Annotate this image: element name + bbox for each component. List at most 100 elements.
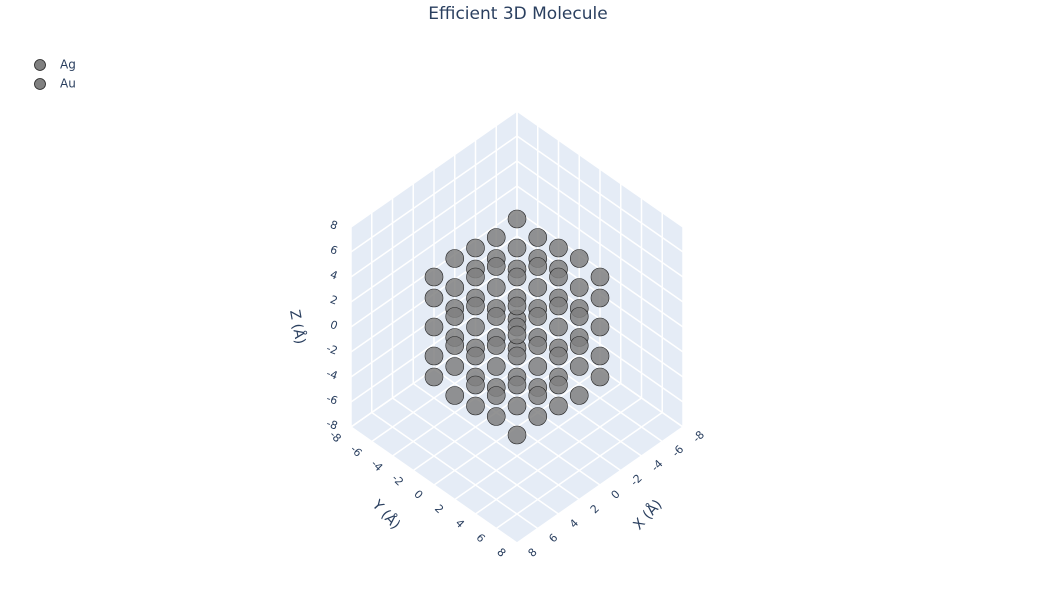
- z-tick-label: 6: [328, 243, 339, 258]
- atom: [569, 386, 589, 405]
- y-tick-label: 0: [411, 488, 425, 502]
- atom: [466, 296, 485, 316]
- atom: [466, 238, 485, 258]
- grid-line: [350, 185, 518, 303]
- atom: [569, 278, 589, 297]
- atom: [486, 257, 506, 276]
- atom: [424, 288, 444, 308]
- atom: [549, 375, 568, 395]
- grid-line: [454, 382, 622, 501]
- atom: [486, 407, 506, 426]
- atom: [424, 317, 444, 337]
- atom: [486, 386, 506, 405]
- atom: [528, 278, 548, 297]
- atom: [507, 267, 527, 287]
- atom: [466, 267, 485, 287]
- atom: [569, 336, 589, 355]
- atom: [486, 307, 506, 326]
- x-tick-label: -2: [628, 472, 645, 489]
- grid-line: [516, 135, 684, 253]
- atom: [528, 336, 548, 355]
- z-tick-label: 8: [328, 218, 339, 233]
- atom: [590, 288, 610, 308]
- atom: [549, 267, 568, 287]
- x-tick-label: 4: [567, 517, 581, 531]
- z-tick-label: 0: [328, 318, 339, 333]
- x-axis-title: X (Å): [630, 496, 666, 533]
- atom: [528, 307, 548, 326]
- atom: [569, 307, 589, 326]
- atom: [466, 317, 485, 337]
- atom: [486, 278, 506, 297]
- legend-label[interactable]: Ag: [60, 58, 76, 72]
- z-tick-label: 2: [328, 293, 339, 308]
- grid-line: [516, 160, 684, 278]
- y-tick-label: -2: [389, 472, 406, 489]
- x-tick-label: 0: [609, 488, 623, 502]
- atom: [445, 336, 465, 355]
- x-tick-label: 8: [526, 546, 540, 560]
- atom: [466, 396, 485, 416]
- atom: [424, 346, 444, 366]
- atom: [507, 375, 527, 395]
- atom: [549, 396, 568, 416]
- atom: [569, 357, 589, 376]
- y-tick-label: -4: [368, 457, 385, 474]
- atom: [590, 317, 610, 337]
- legend-marker[interactable]: [34, 59, 46, 71]
- z-tick-label: -6: [325, 392, 340, 408]
- x-tick-label: 2: [588, 502, 602, 516]
- atom: [466, 375, 485, 395]
- atom: [507, 325, 527, 345]
- atom: [549, 296, 568, 316]
- atom: [445, 278, 465, 297]
- atom: [424, 367, 444, 387]
- y-tick-label: 4: [453, 517, 467, 531]
- chart-title: Efficient 3D Molecule: [428, 4, 607, 24]
- atom: [507, 346, 527, 366]
- grid-line: [495, 411, 663, 530]
- atom: [528, 228, 548, 247]
- legend-marker[interactable]: [34, 78, 46, 90]
- y-tick-label: 2: [432, 502, 446, 516]
- x-tick-label: -8: [690, 428, 707, 445]
- atom: [528, 357, 548, 376]
- y-tick-label: -6: [348, 443, 365, 460]
- atom: [486, 336, 506, 355]
- z-tick-label: -2: [325, 342, 340, 358]
- x-tick-label: -4: [649, 457, 666, 474]
- atom: [486, 228, 506, 247]
- z-axis-title: Z (Å): [286, 308, 309, 345]
- atom: [486, 357, 506, 376]
- atom: [424, 267, 444, 287]
- legend-label[interactable]: Au: [60, 77, 76, 91]
- atom: [507, 425, 527, 445]
- atom: [528, 257, 548, 276]
- atom: [507, 238, 527, 258]
- atom: [445, 386, 465, 405]
- atom: [507, 209, 527, 229]
- grid-line: [475, 397, 642, 515]
- atom: [549, 346, 568, 366]
- atom: [445, 249, 465, 268]
- z-tick-label: 4: [328, 268, 339, 283]
- atom: [549, 317, 568, 337]
- y-axis-title: Y (Å): [368, 496, 404, 533]
- grid-line: [350, 135, 518, 253]
- atom: [549, 238, 568, 258]
- atom: [569, 249, 589, 268]
- atom: [507, 396, 527, 416]
- z-tick-label: -4: [325, 367, 340, 383]
- grid-line: [516, 185, 684, 303]
- x-tick-label: 6: [546, 531, 560, 545]
- grid-line: [516, 110, 684, 228]
- atom: [466, 346, 485, 366]
- x-tick-label: -6: [669, 443, 686, 460]
- grid-line: [350, 110, 518, 228]
- atom: [445, 307, 465, 326]
- y-tick-label: 8: [494, 546, 508, 560]
- y-tick-label: 6: [474, 531, 488, 545]
- atom: [590, 267, 610, 287]
- atom: [528, 407, 548, 426]
